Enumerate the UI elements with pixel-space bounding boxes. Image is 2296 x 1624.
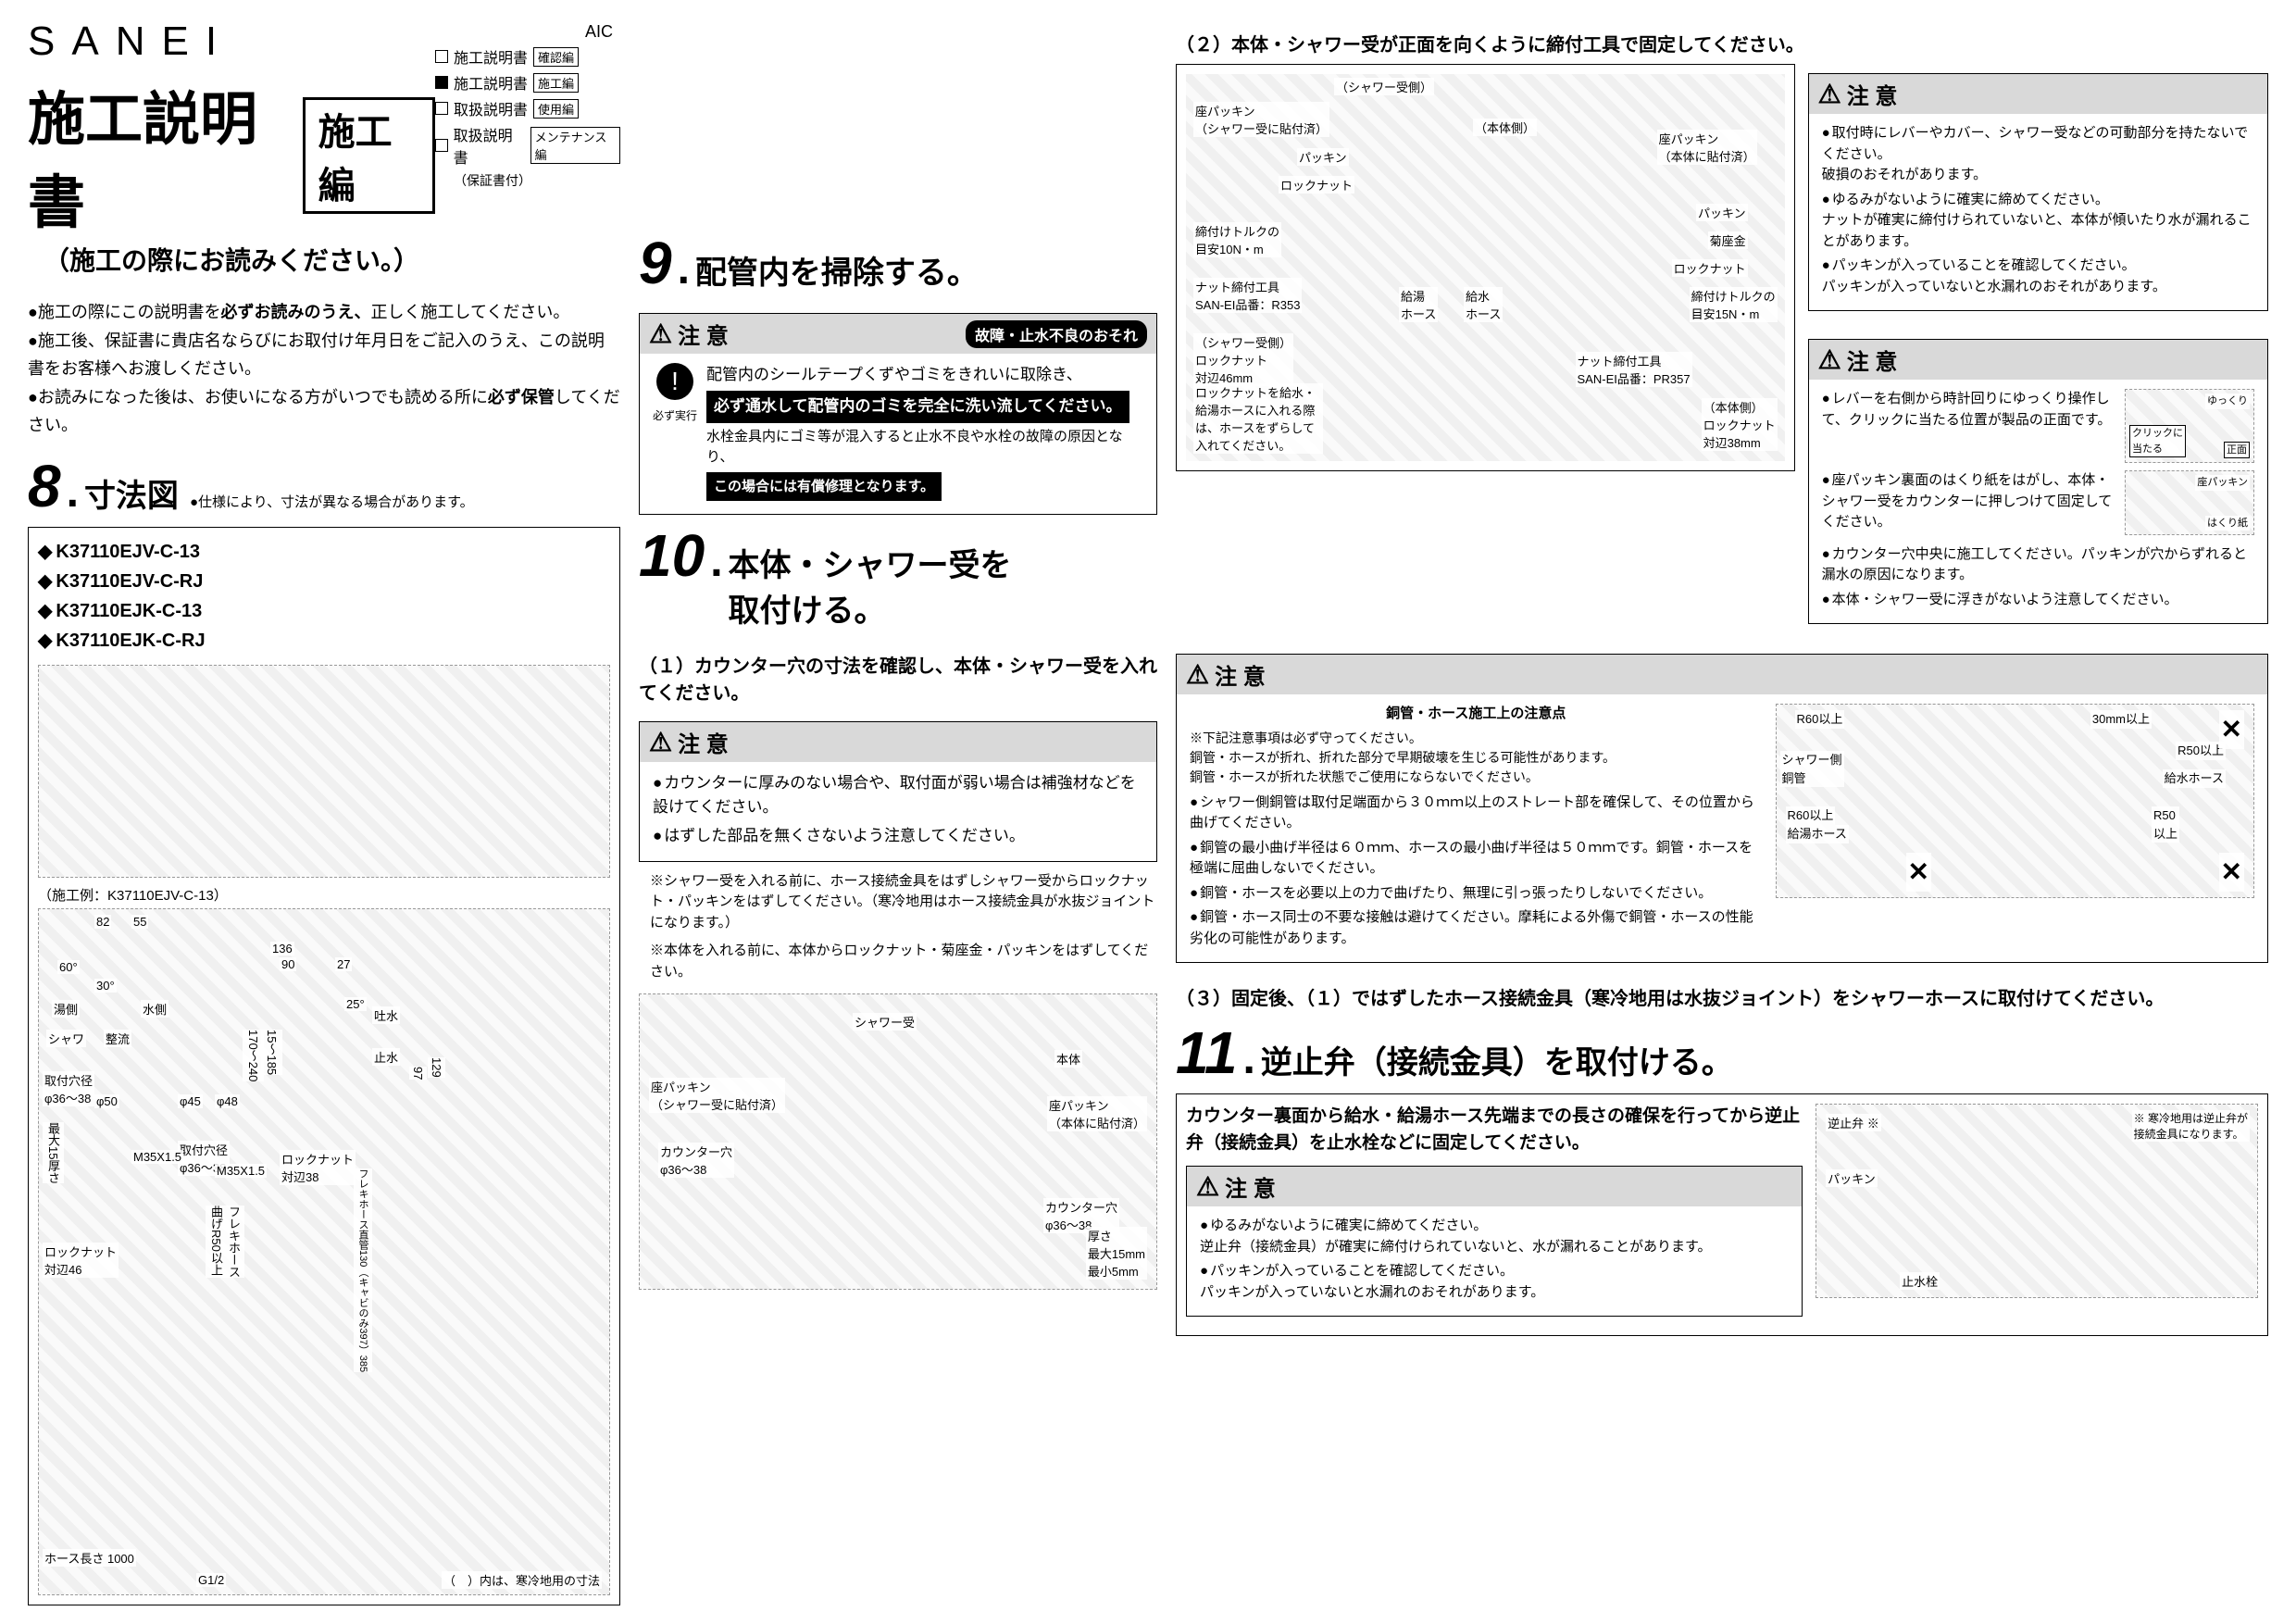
caution-10-pipe: ⚠注 意 銅管・ホース施工上の注意点 ※下記注意事項は必ず守ってください。 銅管… bbox=[1176, 654, 2268, 963]
code-aic: AIC bbox=[435, 22, 613, 42]
doc-checklist: 施工説明書確認編 施工説明書施工編 取扱説明書使用編 取扱説明書メンテナンス編 … bbox=[435, 45, 620, 190]
caution-10-2b: ⚠注 意 レバーを右側から時計回りにゆっくり操作して、クリックに当たる位置が製品… bbox=[1808, 339, 2268, 624]
product-illustration bbox=[38, 665, 610, 878]
caution-11: ⚠注 意 ゆるみがないように確実に締めてください。 逆止弁（接続金具）が確実に締… bbox=[1186, 1166, 1803, 1317]
intro-text: ●施工の際にこの説明書を必ずお読みのうえ、正しく施工してください。 ●施工後、保… bbox=[28, 298, 620, 440]
dimension-drawing: 82 55 136 90 27 60° 30° 湯側 水側 シャワ 整流 25°… bbox=[38, 908, 610, 1595]
section-9-heading: 9. 配管内を掃除する。 bbox=[639, 237, 1157, 294]
caution-10-1: ⚠注 意 カウンターに厚みのない場合や、取付面が弱い場合は補強材などを設けてくだ… bbox=[639, 721, 1157, 862]
caution-10-2a: ⚠注 意 取付時にレバーやカバー、シャワー受などの可動部分を持たないでください。… bbox=[1808, 73, 2268, 311]
section-8-heading: 8. 寸法図 ●仕様により、寸法が異なる場合があります。 bbox=[28, 460, 620, 518]
step-10-1: （１）カウンター穴の寸法を確認し、本体・シャワー受を入れてください。 bbox=[639, 651, 1157, 705]
note-10-2: ※本体を入れる前に、本体からロックナット・菊座金・パッキンをはずしてください。 bbox=[650, 941, 1157, 982]
model-list: ◆K37110EJV-C-13 ◆K37110EJV-C-RJ ◆K37110E… bbox=[38, 537, 610, 656]
must-icon: ! bbox=[656, 363, 693, 400]
note-10-1: ※シャワー受を入れる前に、ホース接続金具をはずしシャワー受からロックナット・パッ… bbox=[650, 871, 1157, 934]
diagram-10-2: （シャワー受側） 座パッキン （シャワー受に貼付済） 座パッキン （本体に貼付済… bbox=[1186, 74, 1785, 461]
doc-title: 施工説明書 bbox=[28, 72, 290, 239]
example-caption: （施工例：K37110EJV-C-13） bbox=[38, 885, 610, 905]
brand-logo: SANEI bbox=[28, 19, 435, 65]
step-10-2: （２）本体・シャワー受が正面を向くように締付工具で固定してください。 bbox=[1176, 30, 2268, 56]
diagram-10-1: シャワー受 座パッキン （シャワー受に貼付済） 本体 座パッキン （本体に貼付済… bbox=[639, 993, 1157, 1290]
section-10-heading: 10. 本体・シャワー受を 取付ける。 bbox=[639, 530, 1157, 631]
doc-tag: 施工編 bbox=[303, 97, 435, 214]
sec11-lead: カウンター裏面から給水・給湯ホース先端までの長さの確保を行ってから逆止弁（接続金… bbox=[1186, 1104, 1803, 1156]
step-10-3: （３）固定後、（１）ではずしたホース接続金具（寒冷地用は水抜ジョイント）をシャワ… bbox=[1176, 983, 2268, 1010]
diagram-11: 逆止弁 ※ パッキン 止水栓 ※ 寒冷地用は逆止弁が 接続金具になります。 bbox=[1816, 1104, 2258, 1298]
caution-sec9: ⚠注 意 故障・止水不良のおそれ ! 必ず実行 配管内のシールテープくずやゴミを… bbox=[639, 313, 1157, 515]
section-11-heading: 11. 逆止弁（接続金具）を取付ける。 bbox=[1176, 1027, 2268, 1084]
doc-subtitle: （施工の際にお読みください。） bbox=[28, 241, 435, 278]
